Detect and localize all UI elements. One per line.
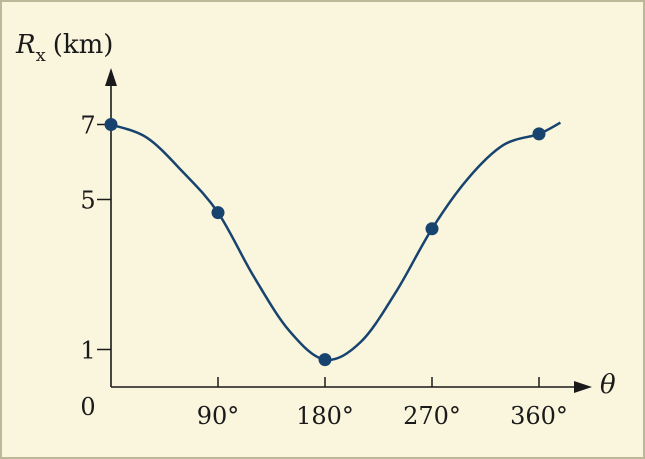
x-axis-label: θ (600, 370, 616, 400)
data-point-4 (532, 127, 546, 141)
tick-labels: 90° 180° 270° 360° 1 5 7 (80, 112, 568, 431)
data-point-3 (425, 222, 439, 236)
origin-label: 0 (80, 393, 95, 421)
data-points (104, 118, 546, 367)
y-axis-label-symbol: R (15, 30, 36, 60)
y-tick-label-1: 5 (80, 187, 95, 215)
y-axis-arrow (105, 68, 117, 86)
y-axis-label-subscript: x (36, 45, 46, 66)
x-tick-label-3: 360° (510, 402, 568, 430)
data-point-2 (318, 353, 332, 367)
y-axis-label: Rx (km) (15, 30, 113, 66)
tick-marks (97, 123, 540, 387)
x-tick-label-1: 180° (296, 402, 354, 430)
x-axis-arrow (574, 381, 592, 393)
y-tick-label-0: 1 (80, 337, 95, 365)
data-curve (110, 121, 561, 362)
data-point-1 (211, 206, 225, 220)
y-axis-label-unit: (km) (53, 30, 114, 60)
x-tick-label-2: 270° (403, 402, 461, 430)
data-point-0 (104, 118, 118, 131)
y-tick-label-2: 7 (80, 112, 95, 140)
x-tick-label-0: 90° (197, 402, 240, 430)
